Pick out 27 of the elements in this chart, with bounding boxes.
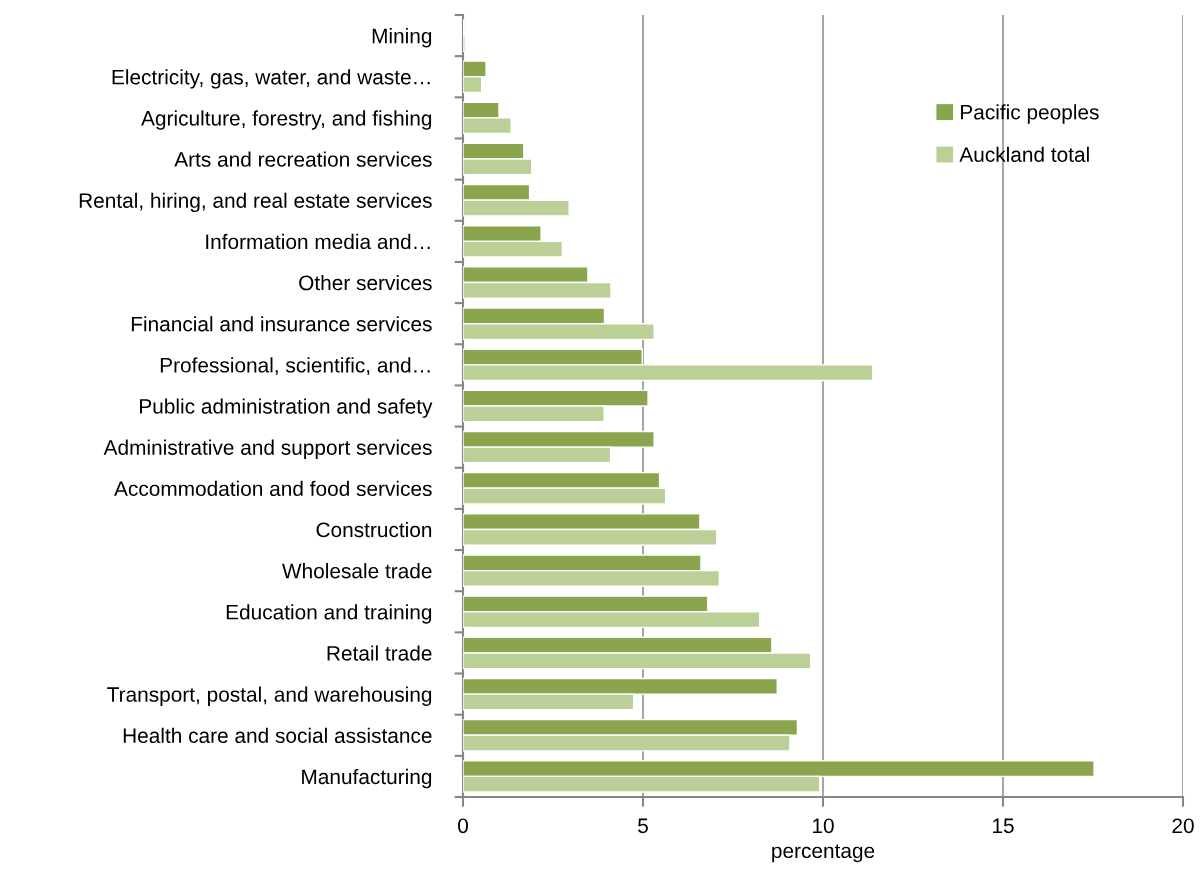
y-tick-label: Agriculture, forestry, and fishing [141,110,432,130]
legend-label: Auckland total [959,146,1089,162]
y-tick-label: Education and training [226,604,432,624]
y-tick-label: Electricity, gas, water, and waste… [112,69,430,89]
legend-label: Pacific peoples [961,104,1099,124]
y-tick-label: Construction [316,521,432,538]
y-tick-label: Accommodation and food services [114,480,432,497]
y-tick-label: Wholesale trade [282,563,432,579]
y-tick-label: Professional, scientific, and… [160,357,430,376]
y-tick-label: Health care and social assistance [123,727,432,744]
x-tick-label: 0 [458,818,468,834]
y-tick-label: Financial and insurance services [131,316,432,332]
y-tick-label: Other services [299,274,432,291]
x-tick-label: 5 [638,818,648,834]
y-tick-label: Manufacturing [302,768,432,789]
y-tick-label: Arts and recreation services [174,151,432,167]
y-tick-label: Public administration and safety [140,398,433,418]
x-tick-label: 20 [1172,818,1194,834]
y-tick-label: Administrative and support services [103,439,432,460]
x-axis-title: percentage [772,844,875,863]
y-tick-label: Retail trade [327,645,432,661]
y-tick-label: Information media and… [206,233,430,250]
y-tick-label: Rental, hiring, and real estate services [79,192,432,213]
x-tick-label: 10 [813,818,834,834]
y-tick-label: Mining [372,28,432,48]
x-tick-label: 15 [993,818,1014,834]
y-tick-label: Transport, postal, and warehousing [107,686,432,706]
